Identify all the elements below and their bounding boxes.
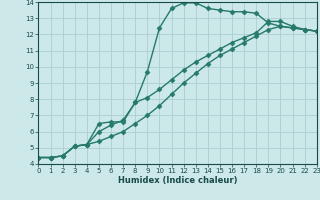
X-axis label: Humidex (Indice chaleur): Humidex (Indice chaleur) bbox=[118, 176, 237, 185]
